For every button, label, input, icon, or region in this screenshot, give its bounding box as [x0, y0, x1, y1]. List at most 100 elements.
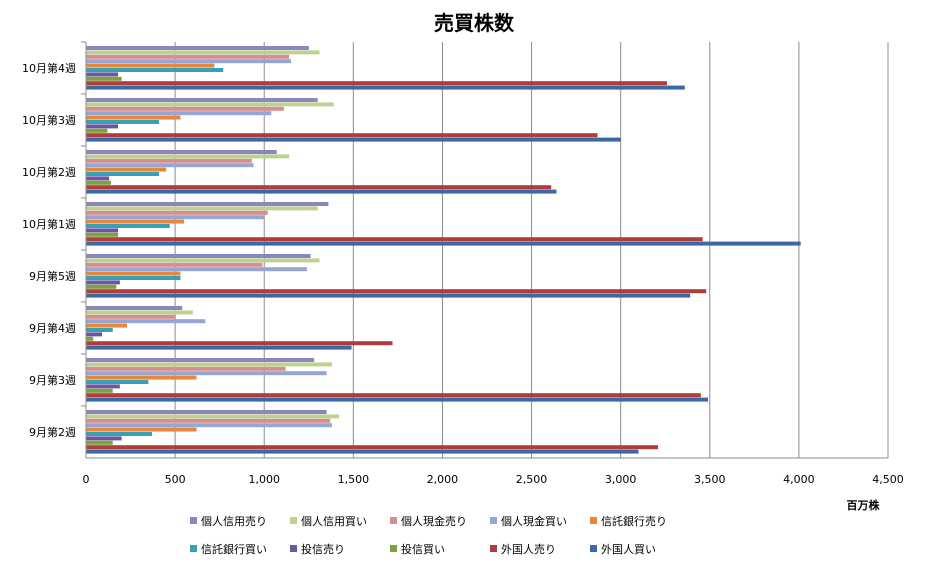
bar: [86, 254, 311, 258]
bar: [86, 267, 307, 272]
bar: [86, 59, 291, 64]
bar: [86, 358, 315, 362]
bar: [86, 137, 621, 142]
legend-swatch: [590, 517, 597, 524]
x-tick-label: 3,000: [605, 473, 637, 486]
bar: [86, 436, 122, 441]
legend-label: 投信買い: [401, 542, 445, 556]
category-label: 10月第1週: [22, 217, 76, 231]
bar: [86, 237, 703, 242]
legend-swatch: [190, 517, 197, 524]
bar: [86, 106, 284, 111]
bar: [86, 345, 352, 350]
bar: [86, 380, 149, 384]
bar: [86, 124, 119, 129]
bar: [86, 306, 183, 310]
bar: [86, 336, 94, 341]
bar: [86, 445, 659, 450]
bar: [86, 423, 332, 428]
x-tick-label: 4,500: [872, 473, 904, 486]
bar: [86, 72, 119, 77]
category-label: 9月第5週: [29, 269, 76, 283]
bar: [86, 410, 327, 414]
bar: [86, 328, 113, 332]
bar: [86, 133, 598, 138]
legend-swatch: [390, 545, 397, 552]
legend-swatch: [490, 545, 497, 552]
bar: [86, 375, 197, 380]
bar: [86, 228, 119, 233]
bar: [86, 314, 176, 319]
x-tick-label: 1,000: [248, 473, 280, 486]
bar: [86, 440, 113, 445]
bar: [86, 210, 268, 215]
bar: [86, 397, 708, 402]
x-tick-label: 1,500: [338, 473, 370, 486]
bar: [86, 63, 215, 68]
legend-label: 信託銀行買い: [201, 542, 267, 556]
bar: [86, 215, 265, 220]
bar: [86, 163, 254, 168]
legend-swatch: [190, 545, 197, 552]
bars: [86, 46, 801, 454]
bar: [86, 362, 332, 367]
x-tick-label: 500: [165, 473, 186, 486]
legend-swatch: [290, 517, 297, 524]
x-tick-label: 4,000: [783, 473, 815, 486]
bar: [86, 371, 327, 376]
bar: [86, 341, 393, 346]
bar: [86, 46, 309, 50]
category-label: 9月第2週: [29, 425, 76, 439]
bar: [86, 418, 331, 423]
legend-label: 外国人売り: [501, 543, 556, 556]
x-axis-unit-label: 百万株: [847, 498, 881, 512]
category-axis: 9月第2週 9月第3週 9月第4週 9月第5週 10月第1週 10月第2週 10月第3週 10…: [22, 61, 76, 439]
legend-label: 個人信用買い: [301, 515, 367, 528]
bar: [86, 289, 707, 294]
bar: [86, 180, 111, 185]
x-tick-label: 3,500: [694, 473, 726, 486]
bar: [86, 167, 167, 172]
bar: [86, 323, 127, 328]
bar: [86, 68, 224, 72]
bar: [86, 206, 318, 211]
x-axis: 0 500 1,000 1,500 2,000 2,500 3,000 3,500 4,000 4…: [81, 41, 904, 486]
bar: [86, 224, 170, 228]
legend-swatch: [490, 517, 497, 524]
category-label: 10月第3週: [22, 113, 76, 127]
bar: [86, 293, 691, 298]
legend-label: 個人現金買い: [501, 514, 567, 528]
bar: [86, 414, 340, 419]
bar: [86, 241, 801, 246]
bar: [86, 319, 206, 324]
bar: [86, 115, 181, 120]
bar: [86, 111, 272, 116]
bar: [86, 388, 113, 393]
bar: [86, 366, 286, 371]
bar: [86, 449, 639, 454]
bar: [86, 102, 334, 107]
chart-title: 売買株数: [434, 11, 515, 35]
bar: [86, 154, 290, 159]
bar: [86, 150, 277, 154]
bar: [86, 76, 122, 81]
x-tick-label: 2,000: [427, 473, 459, 486]
x-tick-label: 0: [83, 473, 90, 486]
legend-swatch: [590, 545, 597, 552]
bar: [86, 276, 181, 280]
bar: [86, 176, 110, 181]
legend-label: 外国人買い: [601, 543, 656, 556]
bar: [86, 202, 329, 206]
category-label: 9月第3週: [29, 373, 76, 387]
bar: [86, 219, 185, 224]
bar: [86, 271, 181, 276]
bar: [86, 98, 318, 102]
category-label: 9月第4週: [29, 321, 76, 335]
bar: [86, 158, 252, 163]
category-label: 10月第2週: [22, 165, 76, 179]
bar: [86, 232, 119, 237]
bar: [86, 262, 263, 267]
bar: [86, 332, 103, 337]
